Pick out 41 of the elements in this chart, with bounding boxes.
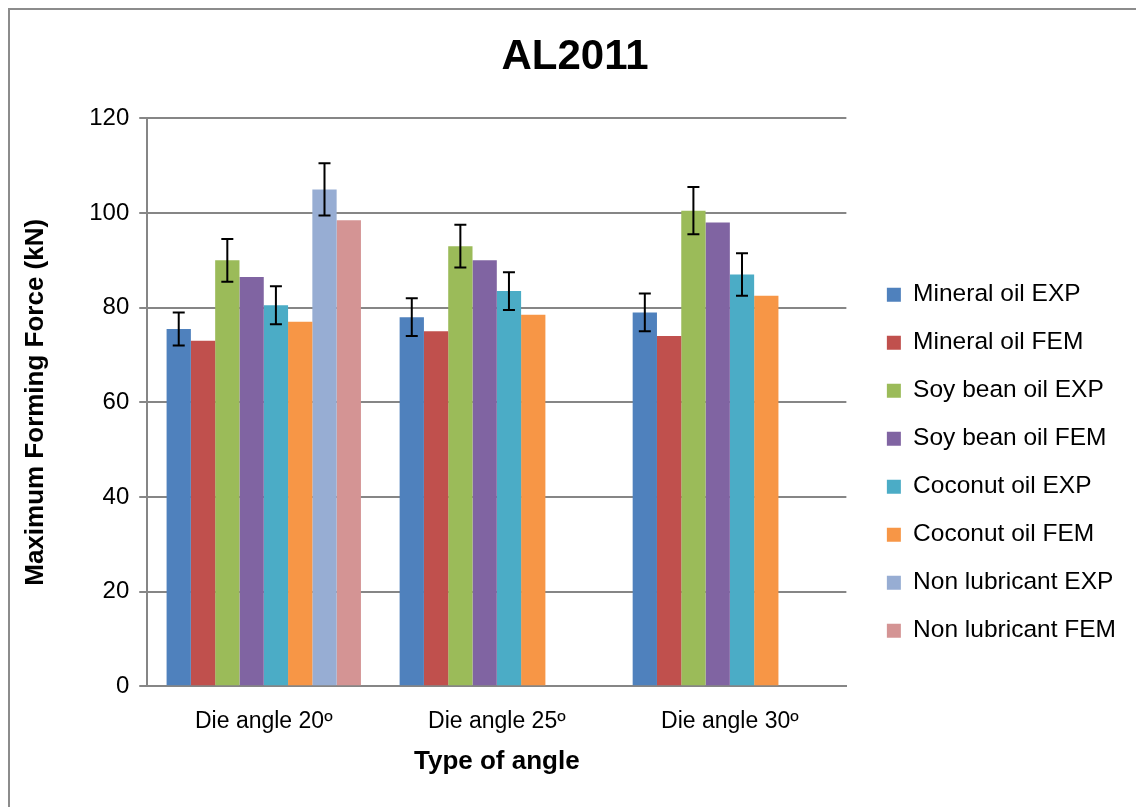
bar [705, 222, 730, 686]
y-tick-label: 0 [115, 670, 130, 698]
legend-label: Soy bean oil EXP [913, 375, 1104, 403]
bar [656, 336, 682, 686]
legend-label: Non lubricant FEM [913, 615, 1117, 643]
legend-label: Soy bean oil FEM [913, 423, 1107, 451]
bar [336, 220, 361, 686]
bar [521, 314, 546, 686]
bar [166, 328, 191, 686]
y-tick-label: 100 [89, 197, 130, 225]
bar [263, 305, 289, 686]
x-tick-label: Die angle 25º [428, 707, 567, 734]
bar [729, 274, 755, 686]
legend-label: Mineral oil EXP [913, 279, 1081, 307]
y-axis-title: Maximum Forming Force (kN) [18, 218, 49, 586]
bar [681, 210, 706, 686]
bar [496, 291, 522, 686]
bar [448, 246, 473, 686]
bar [754, 295, 779, 686]
bar [312, 189, 337, 686]
x-axis-title: Type of angle [413, 744, 580, 775]
bar [423, 331, 449, 686]
bar [239, 276, 264, 686]
bar [472, 260, 497, 686]
x-tick-label: Die angle 30º [661, 707, 800, 734]
y-tick-label: 60 [102, 386, 130, 414]
legend-label: Mineral oil FEM [913, 327, 1084, 355]
legend-label: Non lubricant EXP [913, 567, 1114, 595]
legend-label: Coconut oil EXP [913, 471, 1092, 499]
legend-label: Coconut oil FEM [913, 519, 1095, 547]
bar [632, 312, 657, 686]
y-tick-label: 80 [102, 292, 130, 320]
x-tick-label: Die angle 20º [194, 707, 334, 734]
bar [288, 321, 313, 686]
y-tick-label: 40 [102, 481, 130, 509]
chart-title: AL2011 [501, 30, 649, 78]
y-tick-label: 120 [89, 103, 130, 131]
bar [190, 340, 216, 686]
bar [215, 260, 240, 686]
y-tick-label: 20 [102, 576, 130, 604]
bar [399, 317, 424, 686]
